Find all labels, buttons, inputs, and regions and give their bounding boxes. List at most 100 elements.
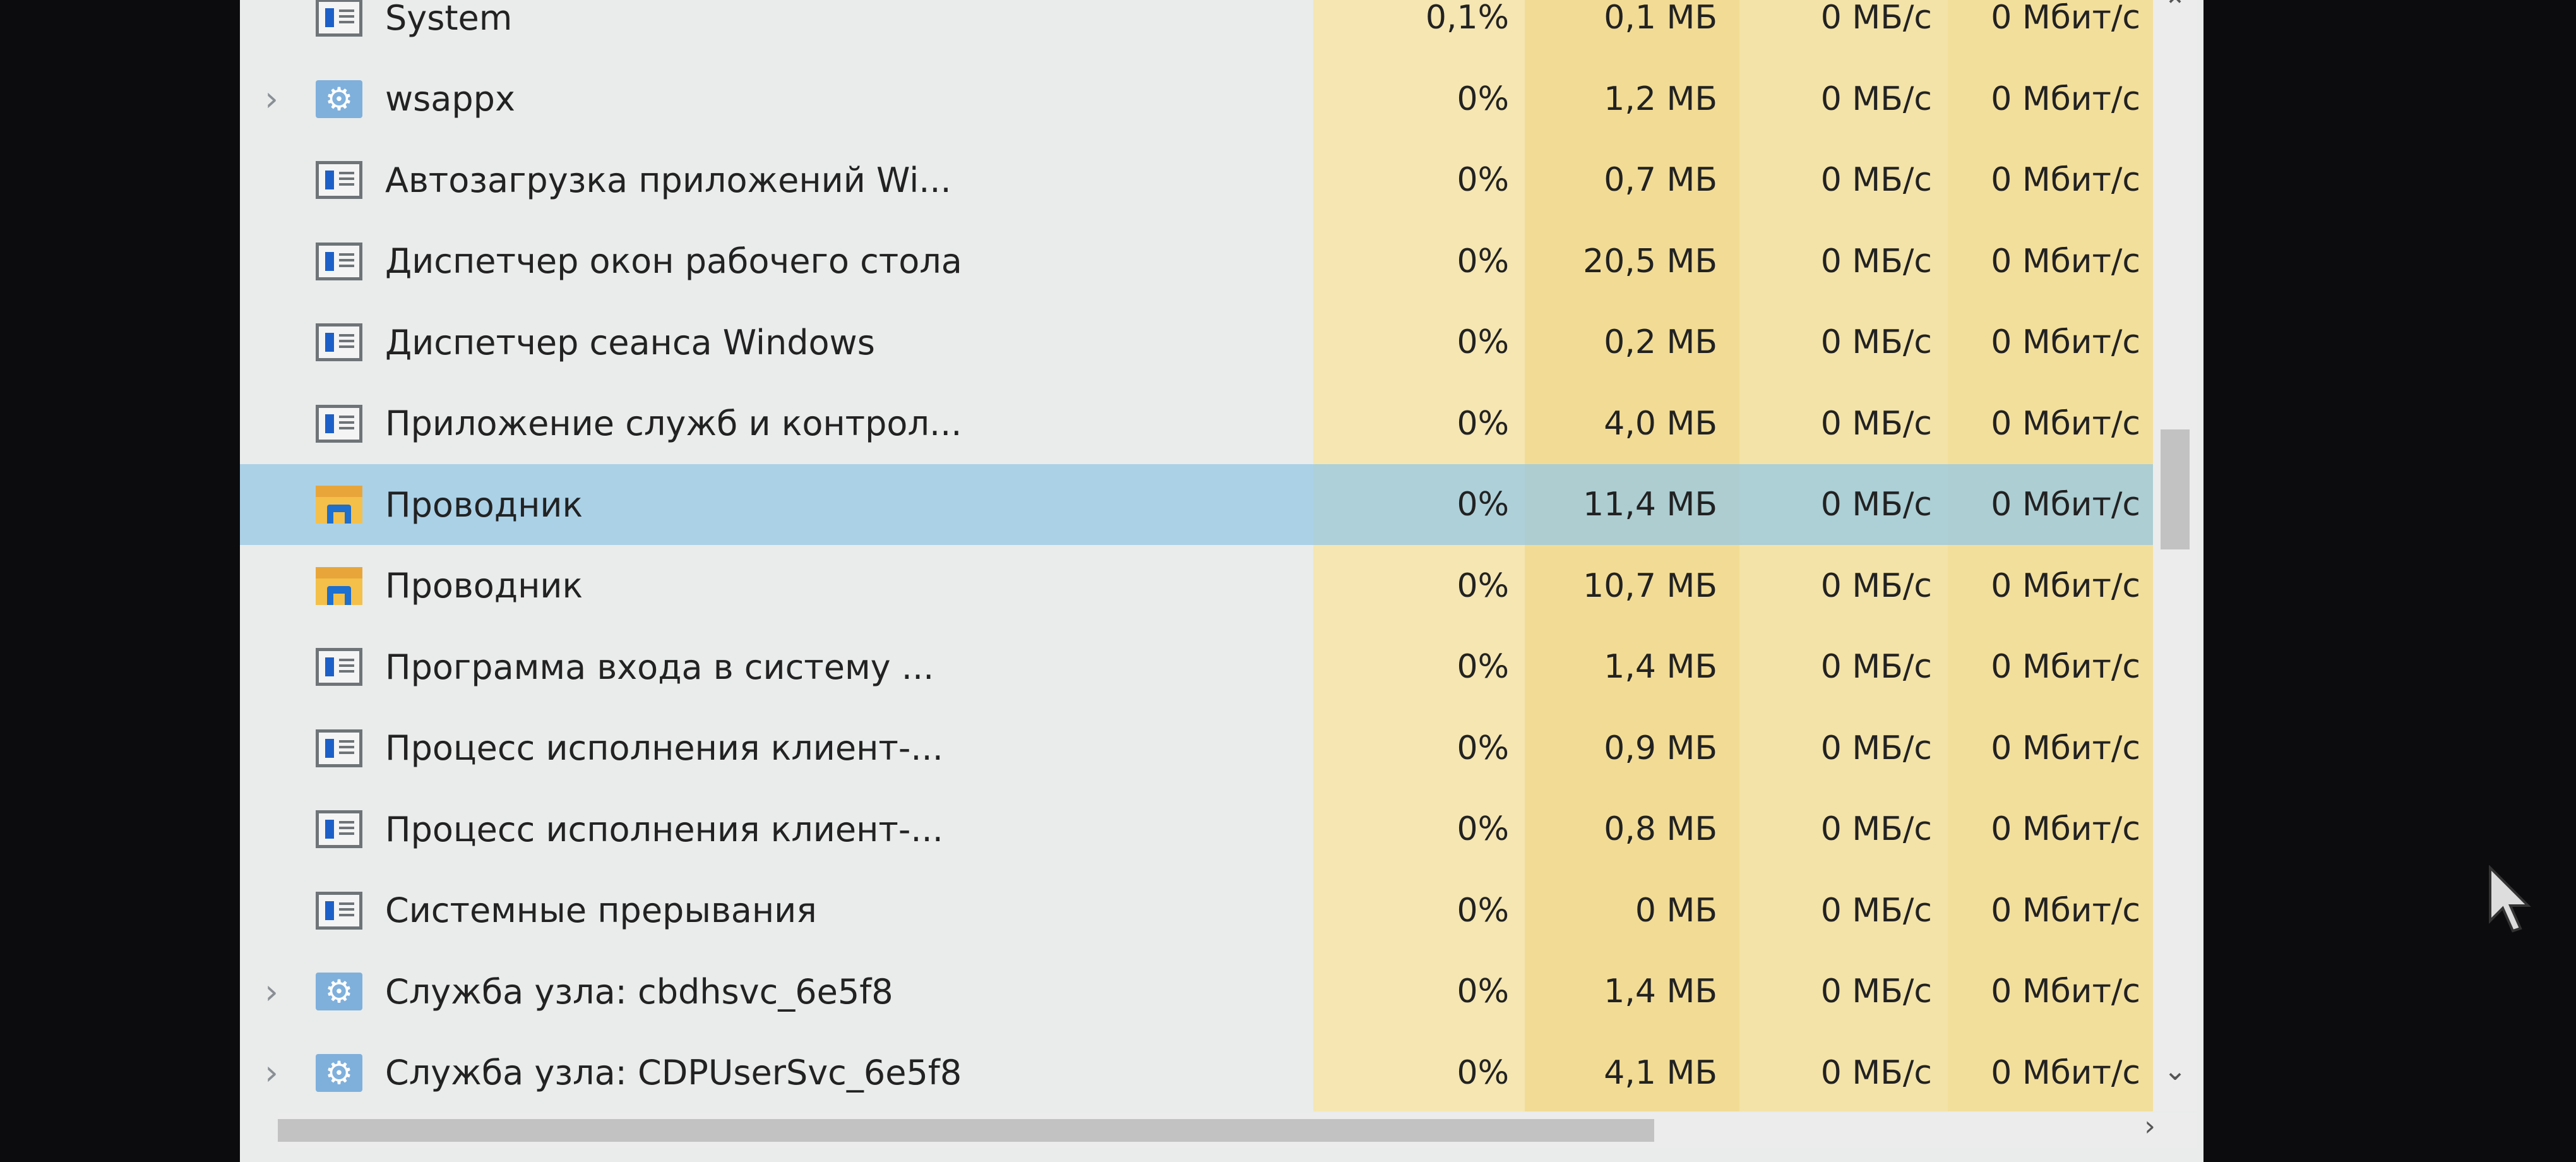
- process-name: Проводник: [385, 566, 583, 606]
- disk-value: 0 МБ/с: [1820, 810, 1932, 848]
- cpu-value: 0%: [1457, 810, 1510, 848]
- table-row[interactable]: Системные прерывания 0% 0 МБ 0 МБ/с 0 Мбит/с: [240, 870, 2153, 951]
- cpu-value: 0%: [1457, 323, 1510, 361]
- process-name: Проводник: [385, 484, 583, 525]
- disk-value: 0 МБ/с: [1820, 1053, 1932, 1092]
- disk-value: 0 МБ/с: [1820, 0, 1932, 37]
- disk-value: 0 МБ/с: [1820, 242, 1932, 280]
- expand-chevron-icon[interactable]: ›: [265, 79, 278, 119]
- gear-icon: ⚙: [316, 1053, 362, 1092]
- table-row[interactable]: Диспетчер окон рабочего стола 0% 20,5 МБ 0 …: [240, 221, 2153, 302]
- cpu-value: 0%: [1457, 242, 1510, 280]
- memory-value: 0,2 МБ: [1604, 323, 1717, 361]
- memory-value: 4,1 МБ: [1604, 1053, 1717, 1092]
- cpu-value: 0%: [1457, 486, 1510, 524]
- folder-icon: [316, 566, 362, 605]
- cpu-column-bg: [1313, 0, 1525, 1111]
- table-row[interactable]: Приложение служб и контрол... 0% 4,0 МБ 0 М…: [240, 383, 2153, 464]
- table-row[interactable]: › ⚙ wsappx 0% 1,2 МБ 0 МБ/с 0 Мбит/с: [240, 59, 2153, 140]
- disk-value: 0 МБ/с: [1820, 161, 1932, 199]
- network-value: 0 Мбит/с: [1991, 810, 2140, 848]
- app-icon: [316, 729, 362, 767]
- network-value: 0 Мбит/с: [1991, 973, 2140, 1010]
- app-icon: [316, 810, 362, 848]
- table-row[interactable]: Процесс исполнения клиент-... 0% 0,9 МБ 0 М…: [240, 708, 2153, 789]
- memory-value: 20,5 МБ: [1583, 242, 1717, 280]
- table-row[interactable]: System 0,1% 0,1 МБ 0 МБ/с 0 Мбит/с: [240, 0, 2153, 58]
- memory-value: 1,2 МБ: [1604, 80, 1717, 118]
- network-value: 0 Мбит/с: [1991, 566, 2140, 605]
- process-name: System: [385, 0, 513, 38]
- process-name: Служба узла: CDPUserSvc_6e5f8: [385, 1053, 962, 1093]
- network-value: 0 Мбит/с: [1991, 404, 2140, 443]
- memory-value: 0,8 МБ: [1604, 810, 1717, 848]
- cpu-value: 0%: [1457, 1053, 1510, 1092]
- table-row[interactable]: › ⚙ Служба узла: CDPUserSvc_6e5f8 0% 4,1 МБ 0…: [240, 1033, 2153, 1113]
- disk-value: 0 МБ/с: [1820, 566, 1932, 605]
- disk-value: 0 МБ/с: [1820, 973, 1932, 1010]
- mouse-cursor-icon: [2489, 865, 2531, 933]
- expand-chevron-icon[interactable]: ›: [265, 971, 278, 1012]
- memory-value: 0 МБ: [1635, 891, 1717, 930]
- table-row[interactable]: Проводник 0% 11,4 МБ 0 МБ/с 0 Мбит/с: [240, 464, 2153, 545]
- memory-column-bg: [1525, 0, 1739, 1111]
- memory-value: 0,7 МБ: [1604, 161, 1717, 199]
- scroll-up-icon[interactable]: ⌃: [2163, 0, 2187, 23]
- vertical-scrollbar[interactable]: ⌃ ⌄: [2153, 0, 2197, 1111]
- app-icon: [316, 648, 362, 686]
- network-value: 0 Мбит/с: [1991, 1053, 2140, 1092]
- horizontal-scrollbar[interactable]: ›: [278, 1110, 2197, 1148]
- disk-value: 0 МБ/с: [1820, 486, 1932, 524]
- network-value: 0 Мбит/с: [1991, 891, 2140, 930]
- folder-icon: [316, 486, 362, 524]
- table-row[interactable]: Процесс исполнения клиент-... 0% 0,8 МБ 0 М…: [240, 789, 2153, 870]
- app-icon: [316, 242, 362, 280]
- network-value: 0 Мбит/с: [1991, 648, 2140, 686]
- process-name: Программа входа в систему ...: [385, 647, 934, 687]
- app-icon: [316, 323, 362, 361]
- disk-column-bg: [1739, 0, 1948, 1111]
- network-value: 0 Мбит/с: [1991, 80, 2140, 118]
- table-row[interactable]: › ⚙ Служба узла: cbdhsvc_6e5f8 0% 1,4 МБ 0 МБ…: [240, 951, 2153, 1032]
- cpu-value: 0%: [1457, 973, 1510, 1010]
- cpu-value: 0%: [1457, 404, 1510, 443]
- memory-value: 0,1 МБ: [1604, 0, 1717, 37]
- process-name: Процесс исполнения клиент-...: [385, 809, 943, 849]
- expand-chevron-icon[interactable]: ›: [265, 1053, 278, 1093]
- cpu-value: 0%: [1457, 648, 1510, 686]
- table-row[interactable]: Программа входа в систему ... 0% 1,4 МБ 0 М…: [240, 626, 2153, 707]
- process-name: Системные прерывания: [385, 890, 817, 930]
- process-name: Процесс исполнения клиент-...: [385, 728, 943, 768]
- disk-value: 0 МБ/с: [1820, 648, 1932, 686]
- gear-icon: ⚙: [316, 973, 362, 1010]
- app-icon: [316, 161, 362, 199]
- memory-value: 4,0 МБ: [1604, 404, 1717, 443]
- memory-value: 10,7 МБ: [1583, 566, 1717, 605]
- table-row[interactable]: Проводник 0% 10,7 МБ 0 МБ/с 0 Мбит/с: [240, 546, 2153, 626]
- process-name: Автозагрузка приложений Wi...: [385, 160, 951, 200]
- network-value: 0 Мбит/с: [1991, 729, 2140, 767]
- task-manager-window: System 0,1% 0,1 МБ 0 МБ/с 0 Мбит/с › ⚙ wsappx 0%…: [240, 0, 2203, 1162]
- app-icon: [316, 891, 362, 930]
- table-row[interactable]: Автозагрузка приложений Wi... 0% 0,7 МБ 0 М…: [240, 140, 2153, 220]
- network-column-bg: [1948, 0, 2153, 1111]
- vertical-scroll-thumb[interactable]: [2161, 429, 2190, 549]
- app-icon: [316, 404, 362, 443]
- network-value: 0 Мбит/с: [1991, 242, 2140, 280]
- scroll-down-icon[interactable]: ⌄: [2163, 1055, 2187, 1087]
- cpu-value: 0,1%: [1425, 0, 1509, 37]
- network-value: 0 Мбит/с: [1991, 323, 2140, 361]
- scroll-right-icon[interactable]: ›: [2144, 1110, 2156, 1142]
- disk-value: 0 МБ/с: [1820, 729, 1932, 767]
- table-row[interactable]: Диспетчер сеанса Windows 0% 0,2 МБ 0 МБ/с 0 …: [240, 302, 2153, 383]
- memory-value: 11,4 МБ: [1583, 486, 1717, 524]
- horizontal-scroll-thumb[interactable]: [278, 1119, 1654, 1142]
- cpu-value: 0%: [1457, 729, 1510, 767]
- process-name: Приложение служб и контрол...: [385, 404, 962, 443]
- process-name: Диспетчер сеанса Windows: [385, 322, 875, 362]
- disk-value: 0 МБ/с: [1820, 404, 1932, 443]
- gear-icon: ⚙: [316, 80, 362, 118]
- disk-value: 0 МБ/с: [1820, 891, 1932, 930]
- memory-value: 1,4 МБ: [1604, 648, 1717, 686]
- memory-value: 0,9 МБ: [1604, 729, 1717, 767]
